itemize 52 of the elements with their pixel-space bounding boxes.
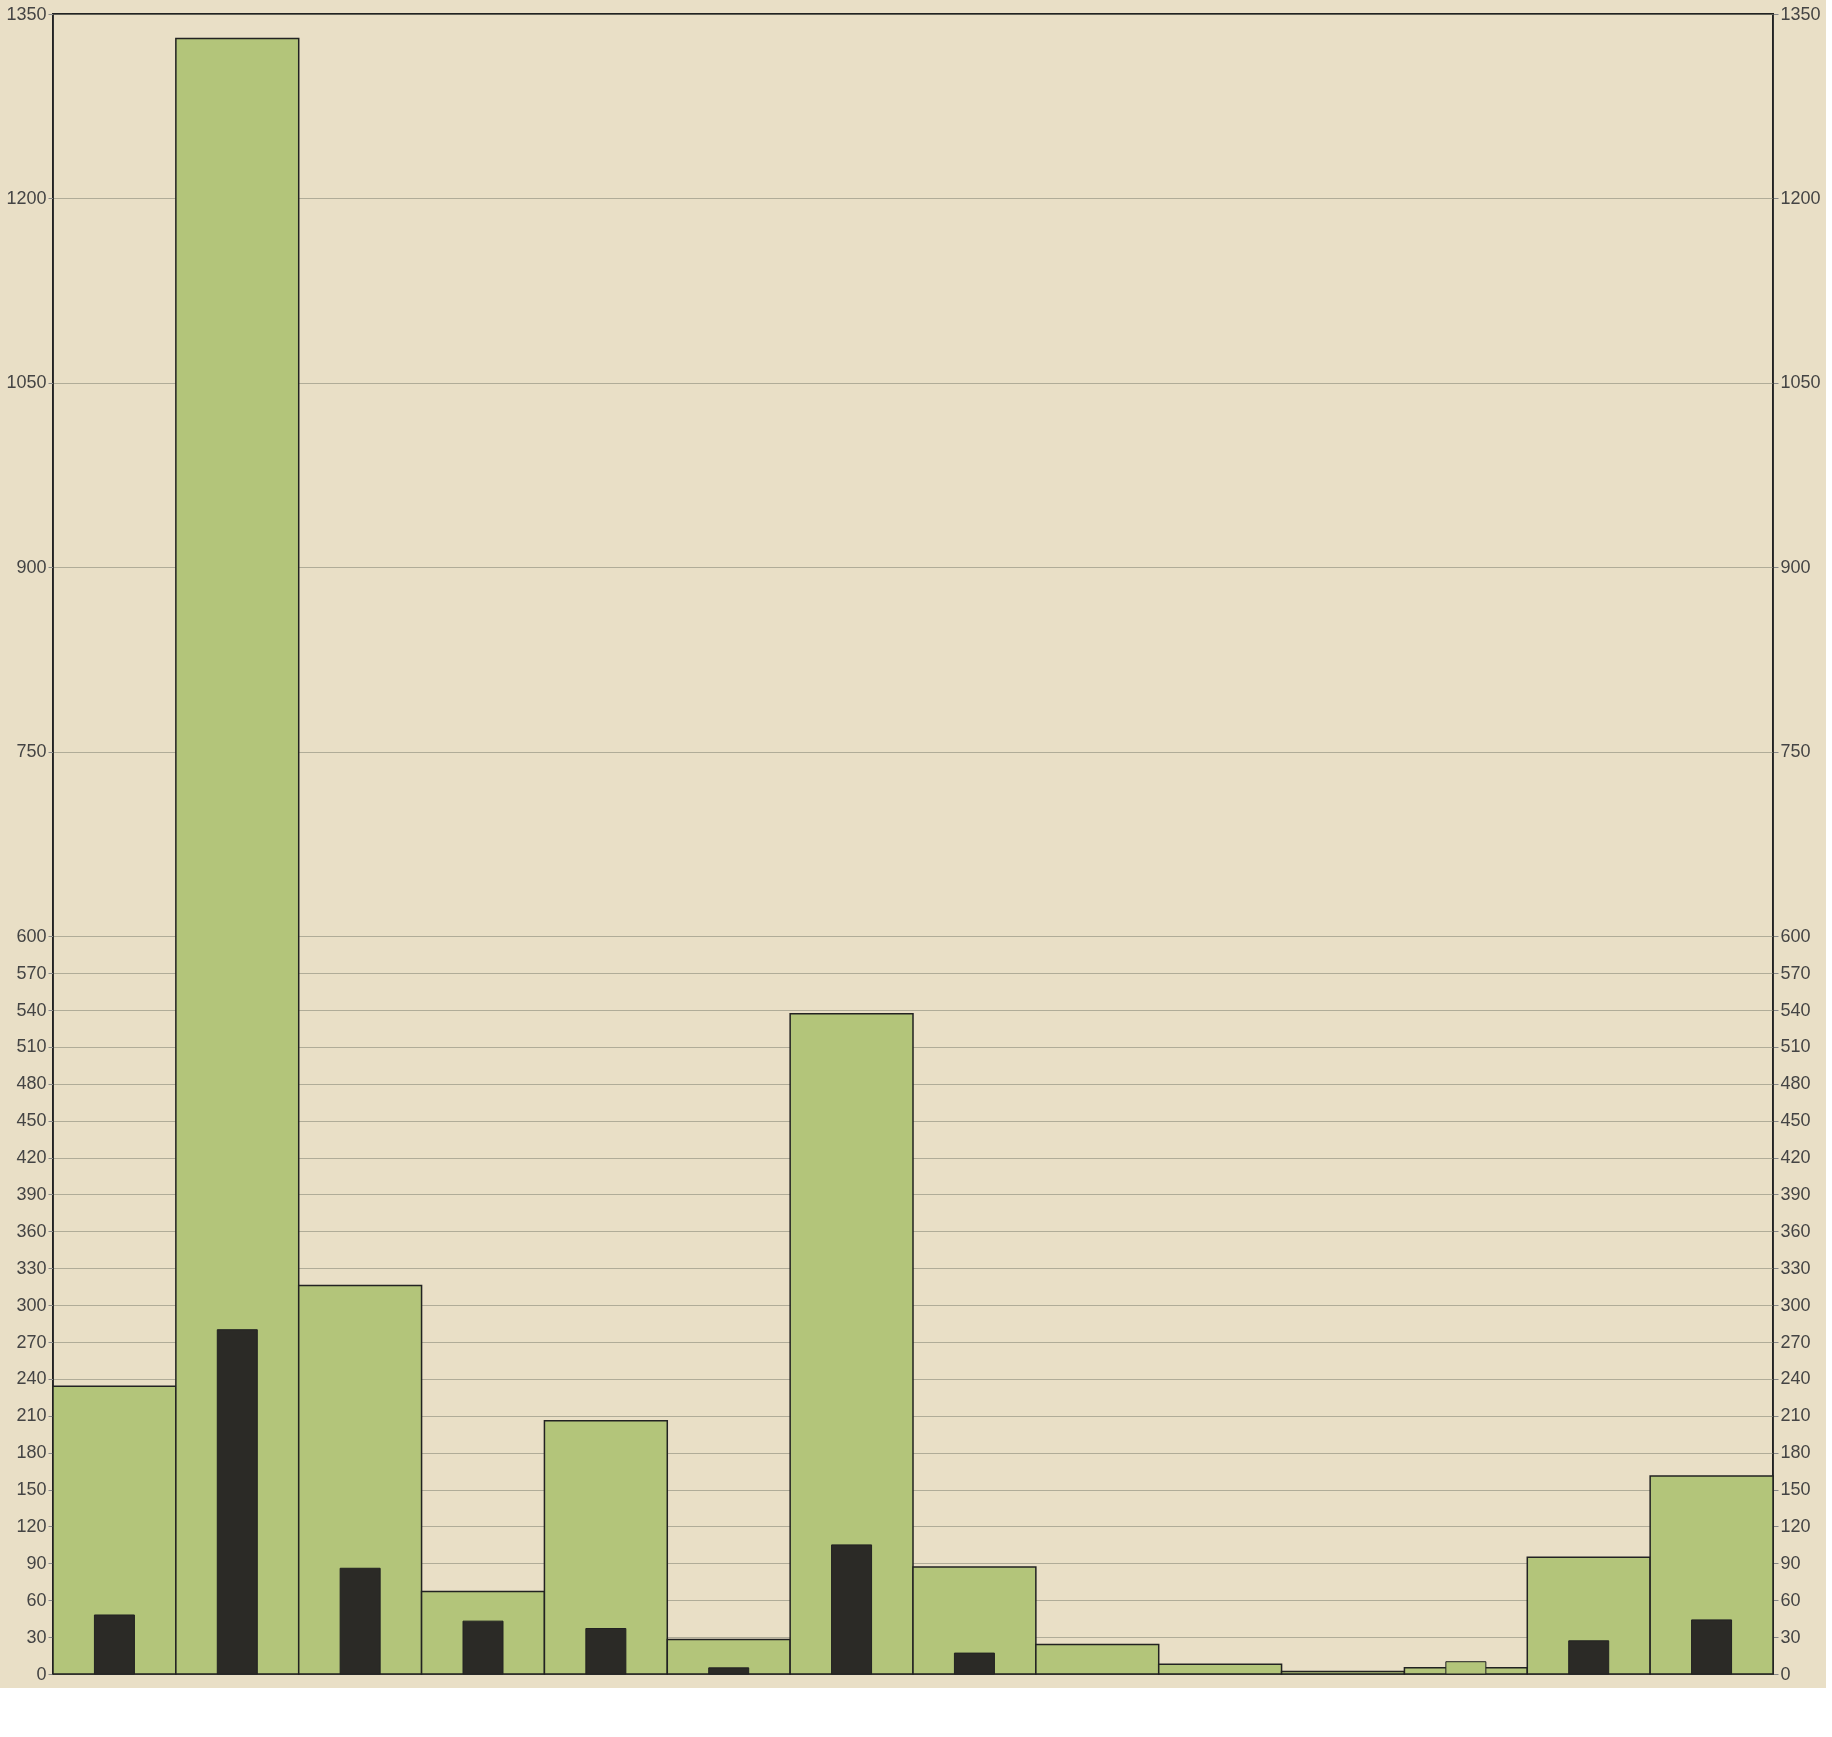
y-tick-label: 1350 bbox=[6, 3, 47, 24]
y2-tick-label: 90 bbox=[1780, 1552, 1801, 1573]
y-tick-label: 900 bbox=[16, 556, 47, 577]
y-tick-label: 0 bbox=[36, 1663, 47, 1684]
y-tick-label: 270 bbox=[16, 1331, 47, 1352]
y-tick-label: 750 bbox=[16, 741, 47, 762]
y-tick-label: 210 bbox=[16, 1405, 47, 1426]
y2-tick-label: 300 bbox=[1780, 1294, 1811, 1315]
y-tick-label: 1050 bbox=[6, 372, 47, 393]
y2-tick-label: 330 bbox=[1780, 1257, 1811, 1278]
y2-tick-label: 240 bbox=[1780, 1368, 1811, 1389]
y2-tick-label: 600 bbox=[1780, 925, 1811, 946]
y2-tick-label: 1200 bbox=[1780, 187, 1821, 208]
y-tick-label: 330 bbox=[16, 1257, 47, 1278]
y-tick-label: 570 bbox=[16, 962, 47, 983]
y2-tick-label: 210 bbox=[1780, 1405, 1811, 1426]
y-tick-label: 510 bbox=[16, 1036, 47, 1057]
y2-tick-label: 120 bbox=[1780, 1515, 1811, 1536]
y-tick-label: 600 bbox=[16, 925, 47, 946]
y-tick-label: 150 bbox=[16, 1479, 47, 1500]
y-tick-label: 1200 bbox=[6, 187, 47, 208]
y-tick-label: 90 bbox=[26, 1552, 47, 1573]
y-tick-label: 480 bbox=[16, 1073, 47, 1094]
y2-tick-label: 1050 bbox=[1780, 372, 1821, 393]
y-tick-label: 300 bbox=[16, 1294, 47, 1315]
y2-tick-label: 570 bbox=[1780, 962, 1811, 983]
y-tick-label: 30 bbox=[26, 1626, 47, 1647]
y2-tick-label: 750 bbox=[1780, 741, 1811, 762]
y2-tick-label: 360 bbox=[1780, 1220, 1811, 1241]
y2-tick-label: 1350 bbox=[1780, 3, 1821, 24]
y2-tick-label: 270 bbox=[1780, 1331, 1811, 1352]
y2-tick-label: 60 bbox=[1780, 1589, 1801, 1610]
y2-tick-label: 30 bbox=[1780, 1626, 1801, 1647]
y-tick-label: 390 bbox=[16, 1183, 47, 1204]
y-tick-label: 60 bbox=[26, 1589, 47, 1610]
y2-tick-label: 420 bbox=[1780, 1147, 1811, 1168]
y2-tick-label: 540 bbox=[1780, 999, 1811, 1020]
y2-tick-label: 390 bbox=[1780, 1183, 1811, 1204]
y2-tick-label: 150 bbox=[1780, 1479, 1811, 1500]
y2-tick-label: 900 bbox=[1780, 556, 1811, 577]
y2-tick-label: 0 bbox=[1780, 1663, 1791, 1684]
y-tick-label: 180 bbox=[16, 1442, 47, 1463]
y-tick-label: 120 bbox=[16, 1515, 47, 1536]
y-tick-label: 360 bbox=[16, 1220, 47, 1241]
y2-tick-label: 480 bbox=[1780, 1073, 1811, 1094]
y-tick-label: 420 bbox=[16, 1147, 47, 1168]
y2-tick-label: 510 bbox=[1780, 1036, 1811, 1057]
y-tick-label: 450 bbox=[16, 1110, 47, 1131]
y-tick-label: 540 bbox=[16, 999, 47, 1020]
y2-tick-label: 180 bbox=[1780, 1442, 1811, 1463]
y-tick-label: 240 bbox=[16, 1368, 47, 1389]
y2-tick-label: 450 bbox=[1780, 1110, 1811, 1131]
